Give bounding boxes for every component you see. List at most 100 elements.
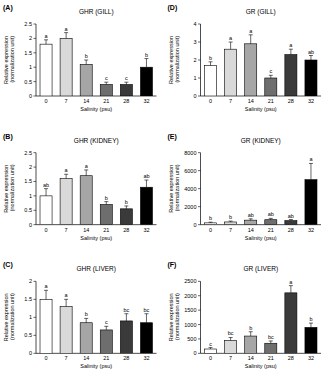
significance-letter: a [45,283,49,289]
x-tick-label: 28 [288,98,294,104]
error-stem [146,180,147,187]
significance-letter: b [145,52,148,58]
x-tick-label: 32 [308,355,314,361]
y-axis-label-line: (normalization unit) [174,164,180,212]
bar [80,176,92,225]
error-cap [44,290,48,291]
error-bar [44,290,48,299]
title: GHR (LIVER) [77,265,116,273]
y-tick [34,67,37,68]
error-cap [104,82,108,83]
x-tick-label: 21 [103,355,109,361]
error-bar [249,332,253,336]
plot-area [40,290,152,353]
y-axis-label-line: (normalization unit) [9,36,15,84]
y-tick-label: 3 [193,39,196,45]
x-tick-label: 32 [143,227,149,233]
y-axis-label-line: (normalization unit) [9,293,15,341]
y-tick [34,335,37,336]
significance-letter: b [209,215,212,221]
significance-letter: b [249,325,252,331]
y-tick-label: 0.5 [24,332,32,338]
error-cap [249,218,253,219]
y-tick [198,42,201,43]
error-cap [84,318,88,319]
error-cap [229,337,233,338]
bar [245,44,257,96]
panel: (C)GHR (LIVER)Relative expression (norma… [3,261,157,369]
plot-area [205,35,317,96]
error-stem [270,75,271,78]
x-axis-label: Salinity (psu) [245,235,277,241]
bar [265,343,277,353]
y-tick [34,317,37,318]
bar [100,84,112,96]
bar [245,220,257,224]
y-axis-label: Relative expression (normalization unit) [168,36,180,84]
bar [285,293,297,353]
bar [100,330,112,353]
y-tick [34,81,37,82]
bar [265,78,277,96]
x-tick-label: 14 [248,227,254,233]
y-tick [34,24,37,25]
y-tick-label: 1 [29,193,32,199]
y-tick-label: 2 [29,35,32,41]
bar [205,349,217,353]
error-stem [66,299,67,306]
significance-letter: ab [268,211,274,217]
y-axis [36,281,37,353]
error-cap [229,221,233,222]
panel-label: (B) [3,133,13,141]
x-tick-label: 21 [268,355,274,361]
x-axis-label: Salinity (psu) [245,106,277,112]
y-tick-label: 1.5 [24,50,32,56]
x-tick-label: 21 [268,98,274,104]
error-stem [230,42,231,49]
error-cap [249,34,253,35]
y-axis [36,153,37,225]
y-tick-label: 0 [29,93,32,99]
panel-label: (A) [3,4,13,12]
y-tick-label: 8000 [184,150,196,156]
x-axis-label: Salinity (psu) [80,106,112,112]
error-stem [126,314,127,321]
error-stem [310,323,311,327]
error-stem [46,189,47,196]
x-axis [201,96,322,97]
bar [40,196,52,225]
significance-letter: b [229,214,232,220]
y-tick [34,210,37,211]
bar [245,336,257,353]
bar [60,307,72,354]
y-tick [34,167,37,168]
y-tick-label: 1.5 [24,178,32,184]
y-tick-label: 2000 [184,293,196,299]
x-tick-label: 7 [229,227,232,233]
significance-letter: b [125,199,128,205]
y-tick-label: 0 [193,222,196,228]
y-tick-label: 0 [29,222,32,228]
y-tick-label: 1 [29,314,32,320]
error-stem [106,82,107,84]
y-tick-label: 500 [187,336,196,342]
x-tick-label: 0 [45,355,48,361]
bar [120,321,132,353]
x-tick-label: 28 [123,355,129,361]
error-cap [309,323,313,324]
y-tick [198,224,201,225]
bar [80,323,92,354]
y-tick [198,96,201,97]
y-tick-label: 2 [29,164,32,170]
y-tick [198,152,201,153]
bar [205,223,217,225]
error-bar [289,220,293,221]
error-cap [249,331,253,332]
error-bar [144,314,148,323]
error-cap [44,39,48,40]
plot-area [40,33,152,96]
y-tick-label: 2500 [184,278,196,284]
significance-letter: a [65,167,69,173]
error-cap [64,32,68,33]
y-tick [34,181,37,182]
